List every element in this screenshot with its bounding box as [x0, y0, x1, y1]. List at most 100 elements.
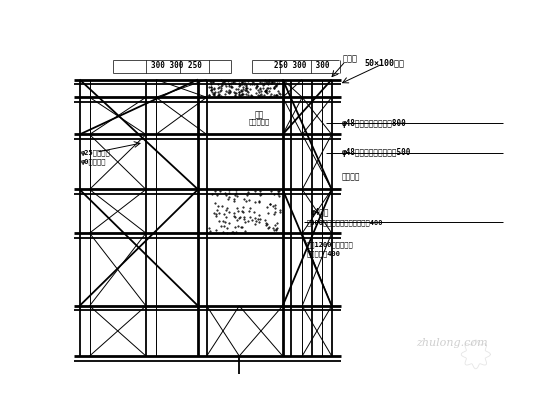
- Point: [239, 195, 248, 202]
- Point: [224, 83, 233, 90]
- Point: [231, 228, 240, 235]
- Point: [207, 89, 216, 96]
- Point: [239, 90, 248, 97]
- Point: [253, 91, 262, 98]
- Point: [274, 187, 283, 194]
- Point: [238, 86, 247, 92]
- Point: [260, 88, 269, 94]
- Point: [255, 188, 264, 195]
- Point: [271, 204, 280, 211]
- Point: [207, 80, 216, 87]
- Point: [229, 79, 238, 85]
- Point: [273, 225, 282, 232]
- Point: [254, 198, 263, 205]
- Point: [231, 86, 240, 93]
- Point: [214, 81, 223, 87]
- Point: [242, 191, 251, 198]
- Point: [238, 91, 247, 97]
- Text: 七夹板: 七夹板: [342, 54, 357, 63]
- Point: [246, 85, 255, 92]
- Point: [268, 79, 277, 85]
- Point: [268, 225, 277, 231]
- Point: [236, 213, 245, 220]
- Point: [217, 202, 226, 209]
- Point: [234, 91, 243, 98]
- Point: [254, 92, 263, 99]
- Point: [237, 88, 246, 94]
- Point: [267, 79, 276, 86]
- Point: [224, 87, 233, 93]
- Point: [224, 196, 233, 203]
- Point: [232, 217, 241, 224]
- Point: [249, 209, 258, 216]
- Point: [233, 192, 242, 199]
- Point: [262, 87, 271, 94]
- Point: [264, 224, 273, 231]
- Point: [240, 219, 249, 226]
- Point: [276, 207, 284, 214]
- Point: [248, 81, 256, 87]
- Point: [256, 87, 265, 94]
- Point: [265, 88, 274, 95]
- Point: [216, 188, 225, 194]
- Point: [253, 86, 262, 93]
- Point: [260, 91, 269, 98]
- Point: [221, 214, 230, 220]
- Point: [209, 78, 218, 84]
- Text: φ48钓管，间距不大于800: φ48钓管，间距不大于800: [341, 119, 406, 128]
- Point: [268, 203, 277, 210]
- Point: [263, 84, 272, 91]
- Point: [206, 79, 215, 85]
- Point: [235, 92, 244, 99]
- Point: [218, 228, 227, 235]
- Point: [210, 84, 219, 91]
- Point: [226, 79, 235, 86]
- Text: 木楞: 木楞: [254, 110, 263, 120]
- Point: [216, 77, 225, 84]
- Point: [267, 77, 276, 84]
- Text: zhulong.com: zhulong.com: [416, 338, 488, 348]
- Point: [229, 196, 238, 202]
- Point: [239, 83, 248, 90]
- Point: [223, 78, 232, 85]
- Point: [230, 79, 239, 86]
- Point: [211, 227, 220, 234]
- Point: [211, 88, 220, 95]
- Point: [262, 220, 271, 227]
- Point: [272, 92, 281, 98]
- Point: [270, 191, 279, 197]
- Point: [256, 86, 265, 92]
- Point: [232, 89, 241, 96]
- Point: [231, 92, 240, 98]
- Point: [205, 225, 214, 231]
- Point: [255, 85, 264, 92]
- Point: [250, 80, 259, 87]
- Point: [224, 186, 233, 193]
- Text: φ25螺杆拉杆: φ25螺杆拉杆: [81, 149, 110, 155]
- Point: [208, 85, 217, 92]
- Point: [219, 223, 228, 229]
- Point: [221, 91, 230, 98]
- Point: [253, 82, 262, 89]
- Point: [234, 223, 243, 230]
- Point: [251, 218, 260, 224]
- Text: φ4钓管: φ4钓管: [311, 207, 329, 217]
- Point: [207, 87, 216, 94]
- Point: [222, 87, 231, 94]
- Point: [212, 211, 221, 218]
- Point: [239, 215, 248, 222]
- Point: [219, 77, 228, 84]
- Point: [235, 83, 244, 89]
- Point: [272, 225, 281, 232]
- Point: [209, 89, 218, 96]
- Point: [267, 79, 276, 86]
- Point: [256, 92, 265, 98]
- Point: [242, 84, 251, 91]
- Point: [271, 82, 280, 89]
- Point: [272, 226, 281, 233]
- Point: [241, 198, 250, 205]
- Point: [258, 80, 267, 87]
- Point: [266, 201, 275, 207]
- Point: [272, 82, 281, 89]
- Point: [240, 228, 249, 235]
